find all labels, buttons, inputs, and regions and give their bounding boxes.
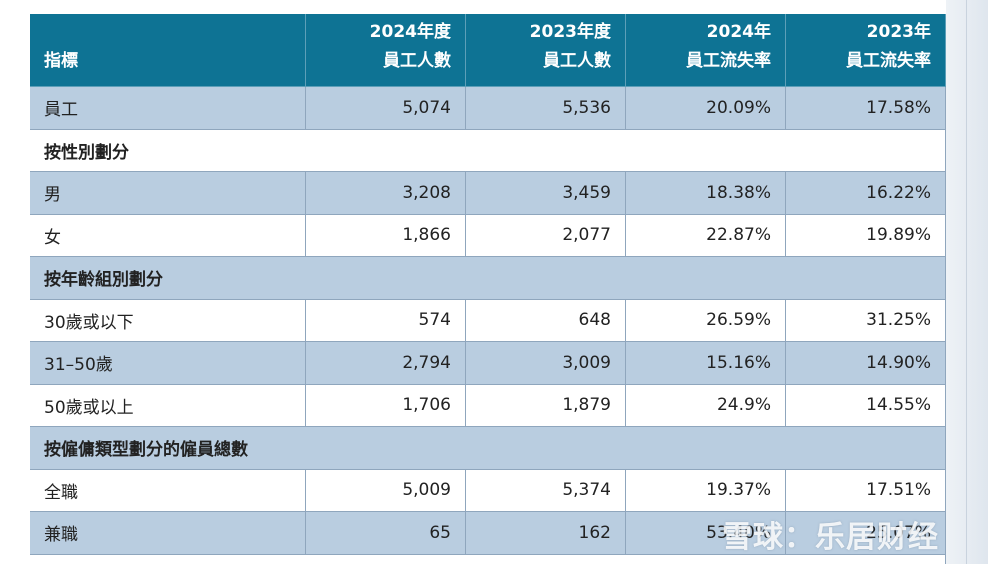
value-cell: 25.07%	[786, 512, 946, 555]
value-cell: 31.25%	[786, 299, 946, 342]
label-cell: 全職	[30, 469, 306, 512]
value-cell: 17.51%	[786, 469, 946, 512]
header-cell: 指標	[30, 14, 306, 87]
value-cell: 5,374	[466, 469, 626, 512]
header-text: 2023年	[866, 22, 931, 42]
value-cell: 3,459	[466, 172, 626, 215]
watermark: 雪球：乐居财经	[722, 520, 939, 555]
side-edge	[966, 0, 967, 564]
header-cell: 2023年員工流失率	[786, 14, 946, 87]
header-cell: 2024年度員工人數	[306, 14, 466, 87]
header-text: 2024年	[706, 22, 771, 42]
label-cell: 男	[30, 172, 306, 215]
label-cell: 兼職	[30, 512, 306, 555]
label-cell: 員工	[30, 87, 306, 130]
value-cell: 3,208	[306, 172, 466, 215]
value-cell: 18.38%	[626, 172, 786, 215]
label-cell: 31–50歲	[30, 342, 306, 385]
value-cell: 2,794	[306, 342, 466, 385]
value-cell: 648	[466, 299, 626, 342]
value-cell: 17.58%	[786, 87, 946, 130]
value-cell: 19.37%	[626, 469, 786, 512]
value-cell: 574	[306, 299, 466, 342]
header-text: 2024年度	[369, 22, 451, 42]
value-cell: 5,074	[306, 87, 466, 130]
section-cell: 按年齡組別劃分	[30, 257, 946, 300]
value-cell: 162	[466, 512, 626, 555]
value-cell: 24.9%	[626, 384, 786, 427]
label-cell: 女	[30, 214, 306, 257]
side-background	[946, 0, 988, 564]
value-cell: 5,009	[306, 469, 466, 512]
value-cell: 1,706	[306, 384, 466, 427]
header-cell: 2024年員工流失率	[626, 14, 786, 87]
label-cell: 50歲或以上	[30, 384, 306, 427]
value-cell: 20.09%	[626, 87, 786, 130]
label-cell: 30歲或以下	[30, 299, 306, 342]
value-cell: 1,866	[306, 214, 466, 257]
header-text: 員工人數	[543, 51, 611, 71]
header-text: 指標	[44, 51, 78, 71]
value-cell: 3,009	[466, 342, 626, 385]
section-cell: 按性別劃分	[30, 129, 946, 172]
section-cell: 按僱傭類型劃分的僱員總數	[30, 427, 946, 470]
header-text: 員工人數	[383, 51, 451, 71]
value-cell: 2,077	[466, 214, 626, 257]
value-cell: 16.22%	[786, 172, 946, 215]
value-cell: 65	[306, 512, 466, 555]
header-text: 員工流失率	[686, 51, 771, 71]
value-cell: 22.87%	[626, 214, 786, 257]
value-cell: 14.90%	[786, 342, 946, 385]
value-cell: 19.89%	[786, 214, 946, 257]
table-tail	[30, 554, 946, 564]
header-text: 2023年度	[529, 22, 611, 42]
value-cell: 26.59%	[626, 299, 786, 342]
header-cell: 2023年度員工人數	[466, 14, 626, 87]
value-cell: 5,536	[466, 87, 626, 130]
value-cell: 1,879	[466, 384, 626, 427]
value-cell: 53.40%	[626, 512, 786, 555]
header-text: 員工流失率	[846, 51, 931, 71]
value-cell: 15.16%	[626, 342, 786, 385]
value-cell: 14.55%	[786, 384, 946, 427]
